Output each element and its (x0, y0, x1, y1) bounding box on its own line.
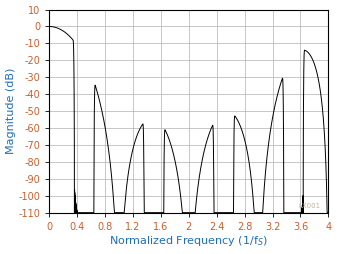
Text: LX001: LX001 (298, 203, 320, 209)
Y-axis label: Magnitude (dB): Magnitude (dB) (5, 68, 16, 154)
X-axis label: Normalized Frequency (1/f$_S$): Normalized Frequency (1/f$_S$) (110, 234, 268, 248)
